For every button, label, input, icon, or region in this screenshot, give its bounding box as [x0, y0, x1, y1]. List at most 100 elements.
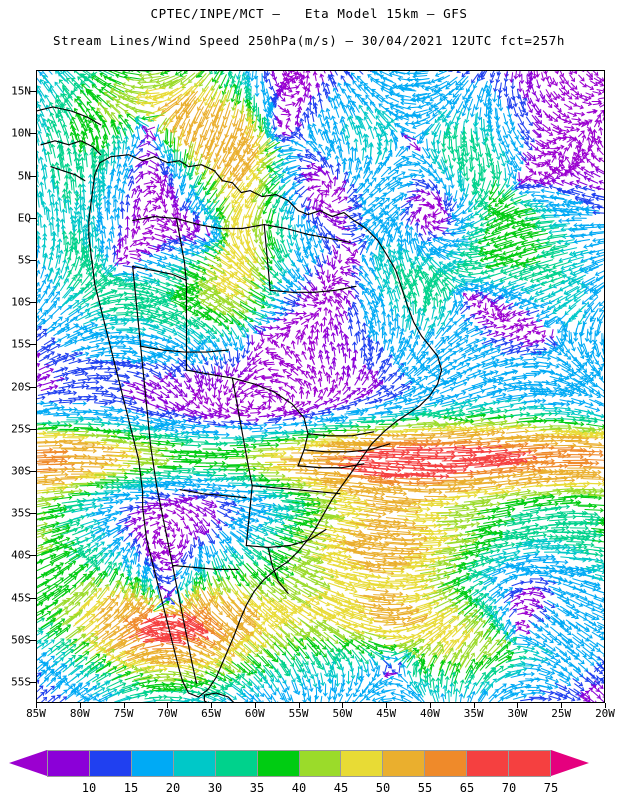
streamline-arrow [77, 95, 88, 110]
streamline-arrow [284, 94, 295, 99]
streamline-arrow [320, 108, 326, 121]
streamline-arrow [285, 101, 297, 107]
streamline-arrow [379, 71, 393, 78]
streamline-arrow [55, 71, 66, 82]
streamline-arrow [219, 86, 228, 104]
streamline-arrow [585, 84, 595, 91]
streamline-arrow [279, 107, 290, 114]
streamline-arrow [305, 113, 310, 126]
streamline-arrow [502, 80, 508, 92]
streamline-arrow [59, 71, 68, 78]
streamline-arrow [569, 74, 575, 83]
streamline-arrow [598, 97, 604, 100]
streamline-arrow [522, 124, 530, 135]
streamline-arrow [42, 118, 50, 133]
streamline-arrow [602, 113, 604, 121]
streamline-arrow [570, 93, 580, 100]
streamline-arrow [306, 87, 311, 98]
streamline-arrow [406, 71, 422, 76]
streamline-arrow [155, 75, 176, 84]
streamline-arrow [198, 71, 205, 78]
streamline-arrow [137, 92, 160, 97]
streamline-arrow [356, 115, 364, 129]
streamline-arrow [96, 94, 111, 108]
streamline-arrow [329, 71, 333, 76]
streamline-arrow [324, 90, 330, 103]
streamline-arrow [141, 114, 162, 121]
streamline-arrow [43, 74, 53, 87]
streamline-arrow [64, 71, 76, 79]
streamline-arrow [559, 75, 565, 84]
streamline-arrow [389, 105, 405, 114]
streamline-arrow [596, 88, 604, 94]
streamline-arrow [125, 77, 147, 82]
streamline-arrow [371, 88, 384, 99]
streamline-arrow [369, 78, 382, 87]
streamline-arrow [377, 111, 388, 124]
streamline-arrow [490, 71, 495, 78]
streamline-arrow [364, 111, 373, 125]
streamline-arrow [183, 71, 188, 74]
streamline-arrow [66, 77, 78, 90]
streamline-arrow [400, 100, 417, 106]
streamline-arrow [302, 92, 308, 103]
streamline-arrow [493, 80, 498, 93]
streamline-arrow [452, 87, 463, 98]
streamline-arrow [526, 103, 533, 114]
streamline-arrow [363, 101, 374, 114]
streamline-arrow [140, 100, 163, 107]
streamline-arrow [285, 117, 291, 126]
streamline-arrow [479, 90, 485, 103]
streamline-arrow [517, 71, 523, 78]
streamline-arrow [546, 78, 552, 88]
streamline-arrow [365, 94, 376, 106]
streamline-arrow [91, 84, 106, 96]
streamline-arrow [470, 104, 476, 118]
streamline-arrow [62, 87, 73, 101]
streamline-arrow [104, 107, 116, 122]
streamline-arrow [90, 76, 106, 87]
streamline-arrow [159, 118, 170, 135]
streamline-arrow [46, 118, 54, 133]
streamline-arrow [99, 71, 115, 77]
streamline-arrow [571, 117, 582, 122]
streamline-arrow [597, 119, 603, 128]
streamline-arrow [163, 71, 171, 75]
streamline-arrow [161, 99, 180, 113]
streamline-arrow [238, 113, 246, 133]
streamline-arrow [550, 92, 557, 101]
streamline-arrow [147, 112, 166, 122]
streamline-arrow [230, 86, 237, 103]
streamline-arrow [37, 74, 42, 85]
streamline-arrow [473, 77, 480, 89]
streamline-arrow [455, 101, 464, 114]
streamline-arrow [347, 99, 356, 113]
streamline-arrow [526, 71, 532, 78]
streamline-arrow [366, 106, 376, 119]
streamline-arrow [299, 117, 305, 129]
streamline-arrow [272, 119, 277, 131]
streamline-arrow [406, 77, 422, 82]
streamline-arrow [534, 104, 542, 114]
streamline-arrow [297, 106, 303, 116]
streamline-arrow [388, 71, 404, 78]
map-plot-area [36, 70, 605, 703]
streamline-arrow [302, 111, 307, 123]
streamline-arrow [421, 93, 437, 101]
streamline-arrow [70, 124, 77, 141]
streamline-arrow [578, 74, 585, 82]
streamline-arrow [536, 123, 545, 132]
streamline-arrow [131, 106, 153, 113]
streamline-arrow [589, 80, 599, 86]
streamline-layer [37, 71, 604, 702]
streamline-arrow [319, 73, 325, 84]
streamline-arrow [210, 99, 220, 118]
streamline-arrow [492, 90, 497, 103]
streamline-arrow [252, 115, 258, 133]
streamline-arrow [549, 115, 559, 122]
streamline-arrow [425, 114, 438, 125]
streamline-arrow [557, 93, 565, 102]
streamline-arrow [558, 88, 566, 96]
streamline-arrow [197, 94, 208, 112]
streamline-arrow [513, 106, 519, 118]
